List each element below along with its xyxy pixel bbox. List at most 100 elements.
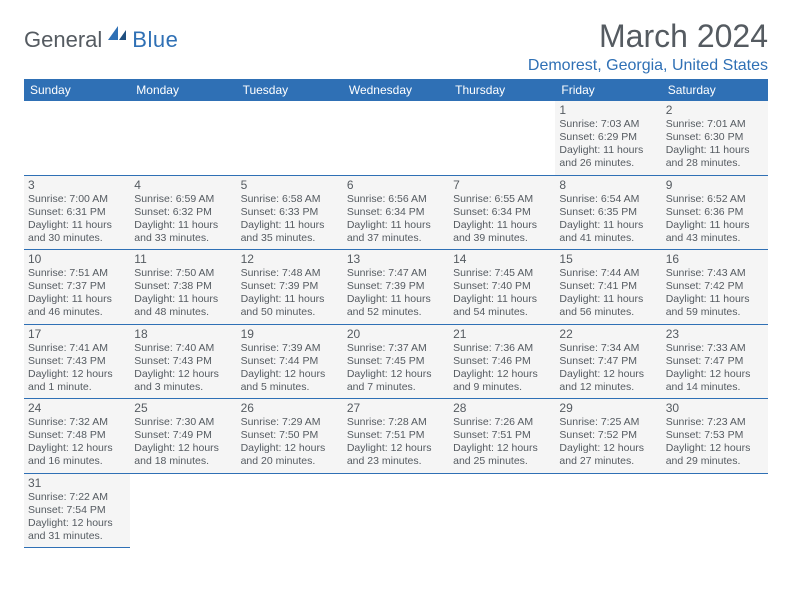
- sunrise-line: Sunrise: 6:55 AM: [453, 193, 551, 206]
- weekday-header: Thursday: [449, 79, 555, 101]
- day-cell: 8Sunrise: 6:54 AMSunset: 6:35 PMDaylight…: [555, 175, 661, 250]
- sunrise-line: Sunrise: 7:44 AM: [559, 267, 657, 280]
- day-number: 19: [241, 327, 339, 341]
- daylight-line: Daylight: 11 hours and 33 minutes.: [134, 219, 232, 245]
- sunset-line: Sunset: 7:42 PM: [666, 280, 764, 293]
- day-number: 31: [28, 476, 126, 490]
- day-number: 28: [453, 401, 551, 415]
- empty-cell: [449, 101, 555, 175]
- sunrise-line: Sunrise: 7:51 AM: [28, 267, 126, 280]
- day-number: 10: [28, 252, 126, 266]
- day-number: 9: [666, 178, 764, 192]
- daylight-line: Daylight: 11 hours and 41 minutes.: [559, 219, 657, 245]
- sunset-line: Sunset: 7:51 PM: [453, 429, 551, 442]
- sunset-line: Sunset: 7:52 PM: [559, 429, 657, 442]
- day-number: 4: [134, 178, 232, 192]
- header: General Blue March 2024 Demorest, Georgi…: [24, 18, 768, 75]
- daylight-line: Daylight: 11 hours and 48 minutes.: [134, 293, 232, 319]
- sunset-line: Sunset: 7:43 PM: [28, 355, 126, 368]
- daylight-line: Daylight: 12 hours and 27 minutes.: [559, 442, 657, 468]
- sunset-line: Sunset: 7:40 PM: [453, 280, 551, 293]
- day-cell: 2Sunrise: 7:01 AMSunset: 6:30 PMDaylight…: [662, 101, 768, 175]
- day-number: 12: [241, 252, 339, 266]
- day-cell: 24Sunrise: 7:32 AMSunset: 7:48 PMDayligh…: [24, 399, 130, 474]
- sunrise-line: Sunrise: 7:45 AM: [453, 267, 551, 280]
- empty-cell: [343, 101, 449, 175]
- calendar-table: Sunday Monday Tuesday Wednesday Thursday…: [24, 79, 768, 548]
- daylight-line: Daylight: 12 hours and 1 minute.: [28, 368, 126, 394]
- day-number: 25: [134, 401, 232, 415]
- sunset-line: Sunset: 7:53 PM: [666, 429, 764, 442]
- day-cell: 12Sunrise: 7:48 AMSunset: 7:39 PMDayligh…: [237, 250, 343, 325]
- sunset-line: Sunset: 7:39 PM: [241, 280, 339, 293]
- sunrise-line: Sunrise: 7:25 AM: [559, 416, 657, 429]
- daylight-line: Daylight: 11 hours and 54 minutes.: [453, 293, 551, 319]
- day-number: 1: [559, 103, 657, 117]
- sunrise-line: Sunrise: 7:28 AM: [347, 416, 445, 429]
- logo: General Blue: [24, 24, 178, 55]
- daylight-line: Daylight: 12 hours and 16 minutes.: [28, 442, 126, 468]
- sunset-line: Sunset: 7:48 PM: [28, 429, 126, 442]
- sunrise-line: Sunrise: 7:00 AM: [28, 193, 126, 206]
- sunrise-line: Sunrise: 7:48 AM: [241, 267, 339, 280]
- day-cell: 23Sunrise: 7:33 AMSunset: 7:47 PMDayligh…: [662, 324, 768, 399]
- sunrise-line: Sunrise: 7:29 AM: [241, 416, 339, 429]
- logo-text-general: General: [24, 27, 102, 53]
- empty-cell: [555, 473, 661, 548]
- empty-cell: [130, 101, 236, 175]
- day-number: 3: [28, 178, 126, 192]
- daylight-line: Daylight: 11 hours and 52 minutes.: [347, 293, 445, 319]
- calendar-row: 10Sunrise: 7:51 AMSunset: 7:37 PMDayligh…: [24, 250, 768, 325]
- sunrise-line: Sunrise: 7:40 AM: [134, 342, 232, 355]
- day-cell: 15Sunrise: 7:44 AMSunset: 7:41 PMDayligh…: [555, 250, 661, 325]
- calendar-row: 1Sunrise: 7:03 AMSunset: 6:29 PMDaylight…: [24, 101, 768, 175]
- weekday-header: Wednesday: [343, 79, 449, 101]
- day-number: 2: [666, 103, 764, 117]
- day-number: 30: [666, 401, 764, 415]
- weekday-header: Tuesday: [237, 79, 343, 101]
- day-number: 27: [347, 401, 445, 415]
- daylight-line: Daylight: 12 hours and 3 minutes.: [134, 368, 232, 394]
- daylight-line: Daylight: 12 hours and 9 minutes.: [453, 368, 551, 394]
- sunrise-line: Sunrise: 6:52 AM: [666, 193, 764, 206]
- sunrise-line: Sunrise: 7:50 AM: [134, 267, 232, 280]
- day-number: 6: [347, 178, 445, 192]
- sunset-line: Sunset: 6:36 PM: [666, 206, 764, 219]
- daylight-line: Daylight: 11 hours and 30 minutes.: [28, 219, 126, 245]
- calendar-row: 3Sunrise: 7:00 AMSunset: 6:31 PMDaylight…: [24, 175, 768, 250]
- weekday-header: Friday: [555, 79, 661, 101]
- day-cell: 3Sunrise: 7:00 AMSunset: 6:31 PMDaylight…: [24, 175, 130, 250]
- day-cell: 16Sunrise: 7:43 AMSunset: 7:42 PMDayligh…: [662, 250, 768, 325]
- day-number: 20: [347, 327, 445, 341]
- sunrise-line: Sunrise: 6:59 AM: [134, 193, 232, 206]
- empty-cell: [237, 101, 343, 175]
- daylight-line: Daylight: 11 hours and 39 minutes.: [453, 219, 551, 245]
- day-cell: 26Sunrise: 7:29 AMSunset: 7:50 PMDayligh…: [237, 399, 343, 474]
- sunrise-line: Sunrise: 7:03 AM: [559, 118, 657, 131]
- day-number: 11: [134, 252, 232, 266]
- day-cell: 19Sunrise: 7:39 AMSunset: 7:44 PMDayligh…: [237, 324, 343, 399]
- sunset-line: Sunset: 7:46 PM: [453, 355, 551, 368]
- sunset-line: Sunset: 7:50 PM: [241, 429, 339, 442]
- sunset-line: Sunset: 7:43 PM: [134, 355, 232, 368]
- sunset-line: Sunset: 7:45 PM: [347, 355, 445, 368]
- weekday-header: Sunday: [24, 79, 130, 101]
- weekday-header: Monday: [130, 79, 236, 101]
- day-cell: 17Sunrise: 7:41 AMSunset: 7:43 PMDayligh…: [24, 324, 130, 399]
- sunset-line: Sunset: 6:34 PM: [347, 206, 445, 219]
- day-number: 5: [241, 178, 339, 192]
- sunrise-line: Sunrise: 7:36 AM: [453, 342, 551, 355]
- sunrise-line: Sunrise: 7:30 AM: [134, 416, 232, 429]
- day-number: 18: [134, 327, 232, 341]
- sunset-line: Sunset: 7:44 PM: [241, 355, 339, 368]
- day-cell: 7Sunrise: 6:55 AMSunset: 6:34 PMDaylight…: [449, 175, 555, 250]
- sunrise-line: Sunrise: 7:34 AM: [559, 342, 657, 355]
- sunset-line: Sunset: 7:49 PM: [134, 429, 232, 442]
- day-number: 14: [453, 252, 551, 266]
- sunset-line: Sunset: 7:51 PM: [347, 429, 445, 442]
- logo-text-blue: Blue: [132, 27, 178, 53]
- day-number: 7: [453, 178, 551, 192]
- daylight-line: Daylight: 12 hours and 18 minutes.: [134, 442, 232, 468]
- daylight-line: Daylight: 12 hours and 14 minutes.: [666, 368, 764, 394]
- daylight-line: Daylight: 11 hours and 43 minutes.: [666, 219, 764, 245]
